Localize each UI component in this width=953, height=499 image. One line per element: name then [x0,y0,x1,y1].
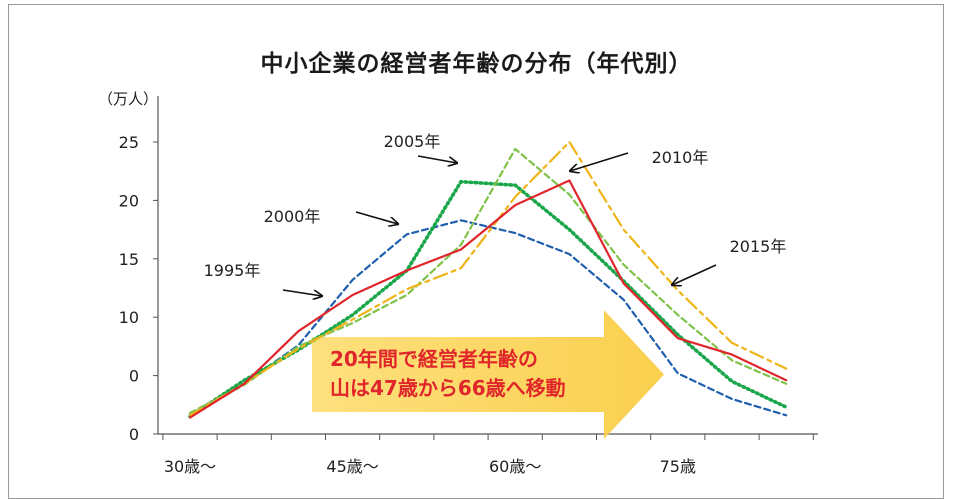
annotation-arrow [355,211,398,224]
series-annotation-label: 1995年 [204,261,261,280]
series-annotation-label: 2010年 [652,148,709,167]
series-line [188,147,788,415]
annotation-arrow [672,264,717,285]
y-tick-label: 10 [119,308,139,327]
annotation-arrow [570,152,629,171]
y-tick-label: 0 [129,367,139,386]
y-tick-label: 25 [119,133,139,152]
callout-text-line: 20年間で経営者年齢の [330,347,538,371]
y-axis-unit-label: （万人） [98,90,158,108]
series-line [188,179,788,419]
annotation-arrow [282,289,322,296]
y-tick-label: 0 [129,425,139,444]
x-tick-label: 60歳〜 [489,457,541,476]
series-annotation-label: 2015年 [730,237,787,256]
callout-text-line: 山は47歳から66歳へ移動 [330,376,566,400]
y-tick-label: 20 [119,191,139,210]
x-tick-label: 45歳〜 [326,457,378,476]
series-annotation-label: 2000年 [264,207,321,226]
y-tick-label: 15 [119,250,139,269]
x-tick-label: 30歳〜 [164,457,216,476]
series-line [188,219,788,417]
annotation-arrow [417,155,457,163]
callout-arrow-shape [312,310,664,439]
x-tick-label: 75歳 [660,457,696,476]
series-annotation-label: 2005年 [384,132,441,151]
series-line [188,140,788,417]
chart-title: 中小企業の経営者年齢の分布（年代別） [260,51,693,77]
